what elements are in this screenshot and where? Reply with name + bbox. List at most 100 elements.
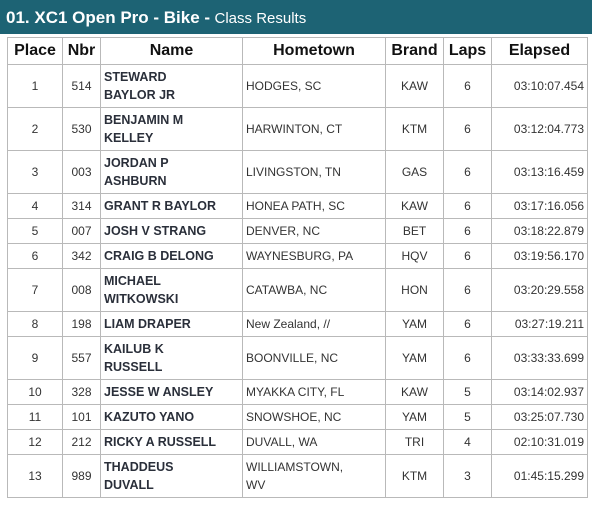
place: 2 — [31, 122, 39, 136]
place-cell: 10 — [7, 379, 63, 405]
brand-cell: YAM — [385, 311, 444, 337]
laps-cell: 6 — [443, 64, 492, 108]
column-header: Nbr — [62, 37, 101, 65]
hometown: DUVALL, WA — [246, 435, 318, 449]
elapsed: 02:10:31.019 — [513, 435, 584, 449]
result-row: 4 314 GRANT R BAYLOR HONEA PATH, SC KAW 6 03:1… — [7, 193, 588, 219]
number-cell: 989 — [62, 454, 101, 498]
hometown: CATAWBA, NC — [246, 283, 328, 297]
laps: 6 — [464, 351, 471, 365]
hometown-cell: DUVALL, WA — [242, 429, 386, 455]
brand: YAM — [401, 351, 428, 365]
place-cell: 4 — [7, 193, 63, 219]
rider-name-cell: LIAM DRAPER — [100, 311, 243, 337]
hometown: HARWINTON, CT — [246, 122, 343, 136]
result-row: 1 514 STEWARD BAYLOR JR HODGES, SC KAW 6 03:10… — [7, 64, 588, 108]
number: 008 — [71, 283, 92, 297]
number-cell: 198 — [62, 311, 101, 337]
rider-name-cell: JORDAN P ASHBURN — [100, 150, 243, 194]
laps-cell: 6 — [443, 150, 492, 194]
brand: KAW — [401, 79, 428, 93]
place-cell: 12 — [7, 429, 63, 455]
hometown-cell: WILLIAMSTOWN, WV — [242, 454, 386, 498]
place: 12 — [28, 435, 42, 449]
brand-cell: HQV — [385, 243, 444, 269]
brand-cell: KAW — [385, 64, 444, 108]
elapsed-cell: 03:20:29.558 — [491, 268, 588, 312]
column-header: Brand — [385, 37, 444, 65]
result-row: 3 003 JORDAN P ASHBURN LIVINGSTON, TN GAS 6 03… — [7, 150, 588, 194]
laps-cell: 6 — [443, 336, 492, 380]
hometown-cell: SNOWSHOE, NC — [242, 404, 386, 430]
laps: 6 — [464, 122, 471, 136]
rider-name: LIAM DRAPER — [104, 317, 191, 331]
brand-cell: YAM — [385, 336, 444, 380]
place-cell: 6 — [7, 243, 63, 269]
result-row: 7 008 MICHAEL WITKOWSKI CATAWBA, NC HON 6 03:2… — [7, 268, 588, 312]
place: 5 — [31, 224, 39, 238]
number-cell: 314 — [62, 193, 101, 219]
hometown-cell: LIVINGSTON, TN — [242, 150, 386, 194]
result-row: 6 342 CRAIG B DELONG WAYNESBURG, PA HQV 6 03:1… — [7, 243, 588, 269]
laps: 6 — [464, 224, 471, 238]
number-cell: 007 — [62, 218, 101, 244]
hometown: HONEA PATH, SC — [246, 199, 345, 213]
brand: YAM — [401, 410, 428, 424]
laps: 6 — [464, 165, 471, 179]
rider-name: KAILUB K RUSSELL — [104, 342, 164, 374]
hometown: DENVER, NC — [246, 224, 321, 238]
rider-name: JOSH V STRANG — [104, 224, 207, 238]
brand-cell: KTM — [385, 107, 444, 151]
result-row: 12 212 RICKY A RUSSELL DUVALL, WA TRI 4 02:10:… — [7, 429, 588, 455]
hometown-cell: HONEA PATH, SC — [242, 193, 386, 219]
brand: TRI — [404, 435, 425, 449]
brand: HON — [401, 283, 428, 297]
number-cell: 342 — [62, 243, 101, 269]
laps-cell: 3 — [443, 454, 492, 498]
hometown: WILLIAMSTOWN, WV — [246, 460, 344, 492]
number: 530 — [71, 122, 92, 136]
laps: 6 — [464, 79, 471, 93]
result-row: 8 198 LIAM DRAPER New Zealand, // YAM 6 03:27:… — [7, 311, 588, 337]
number: 314 — [71, 199, 92, 213]
elapsed-cell: 03:18:22.879 — [491, 218, 588, 244]
place: 9 — [31, 351, 39, 365]
hometown-cell: DENVER, NC — [242, 218, 386, 244]
brand-cell: KAW — [385, 379, 444, 405]
brand-cell: YAM — [385, 404, 444, 430]
column-header: Hometown — [242, 37, 386, 65]
laps-cell: 6 — [443, 193, 492, 219]
result-row: 11 101 KAZUTO YANO SNOWSHOE, NC YAM 5 03:25:07… — [7, 404, 588, 430]
hometown: BOONVILLE, NC — [246, 351, 339, 365]
place: 10 — [28, 385, 42, 399]
rider-name: THADDEUS DUVALL — [104, 460, 174, 492]
rider-name: MICHAEL WITKOWSKI — [104, 274, 179, 306]
header-row: Place Nbr Name Hometown Brand Laps Elapsed — [7, 37, 588, 65]
elapsed: 03:10:07.454 — [513, 79, 584, 93]
column-header: Laps — [443, 37, 492, 65]
rider-name: BENJAMIN M KELLEY — [104, 113, 184, 145]
brand: YAM — [401, 317, 428, 331]
laps-cell: 6 — [443, 268, 492, 312]
hometown-cell: MYAKKA CITY, FL — [242, 379, 386, 405]
elapsed: 03:25:07.730 — [513, 410, 584, 424]
laps: 3 — [464, 469, 471, 483]
elapsed-cell: 03:13:16.459 — [491, 150, 588, 194]
brand: KTM — [401, 469, 428, 483]
table-body: 1 514 STEWARD BAYLOR JR HODGES, SC KAW 6 03:10… — [7, 64, 588, 498]
place: 13 — [28, 469, 42, 483]
place: 8 — [31, 317, 39, 331]
subtitle: Class Results — [214, 10, 307, 27]
number-cell: 328 — [62, 379, 101, 405]
elapsed: 03:19:56.170 — [513, 249, 584, 263]
brand: BET — [402, 224, 427, 238]
number: 198 — [71, 317, 92, 331]
rider-name: RICKY A RUSSELL — [104, 435, 217, 449]
elapsed-cell: 03:27:19.211 — [491, 311, 588, 337]
rider-name-cell: JOSH V STRANG — [100, 218, 243, 244]
laps: 5 — [464, 385, 471, 399]
rider-name-cell: KAILUB K RUSSELL — [100, 336, 243, 380]
number: 007 — [71, 224, 92, 238]
number: 342 — [71, 249, 92, 263]
rider-name-cell: STEWARD BAYLOR JR — [100, 64, 243, 108]
